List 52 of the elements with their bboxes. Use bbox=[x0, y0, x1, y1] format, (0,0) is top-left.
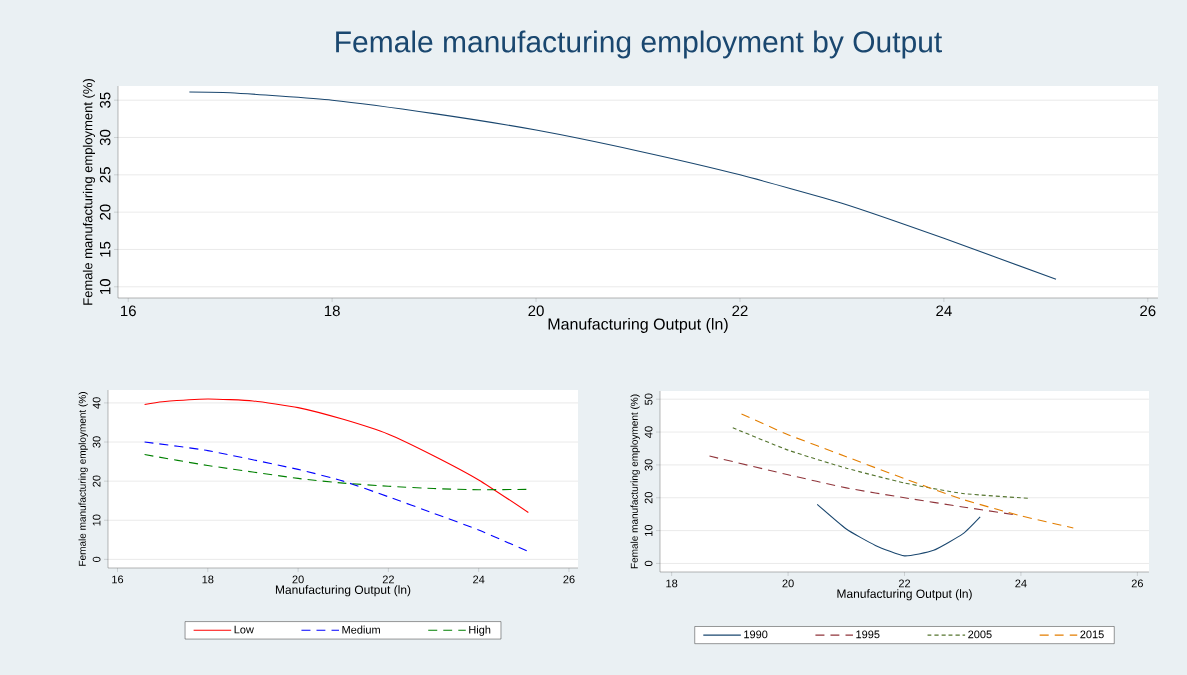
y-tick-label: 20 bbox=[644, 492, 653, 504]
line-series bbox=[740, 413, 1074, 529]
y-tick-label: 15 bbox=[100, 241, 111, 257]
x-tick-label: 26 bbox=[1140, 305, 1156, 317]
legend-label: 1990 bbox=[744, 630, 768, 639]
y-tick-label: 10 bbox=[644, 524, 653, 536]
y-tick-label: 30 bbox=[99, 129, 111, 146]
y-tick-label: 20 bbox=[99, 204, 111, 220]
y-tick-label: 30 bbox=[92, 436, 101, 448]
x-tick-label: 24 bbox=[936, 305, 952, 316]
y-tick-label: 50 bbox=[644, 393, 653, 405]
y-tick-label: 35 bbox=[99, 92, 111, 108]
x-tick-label: 16 bbox=[121, 305, 136, 317]
line-series bbox=[144, 398, 529, 513]
x-tick-label: 20 bbox=[528, 305, 544, 317]
legend-label: 1995 bbox=[856, 630, 880, 639]
y-tick-label: 0 bbox=[644, 560, 653, 567]
x-tick-label: 20 bbox=[782, 579, 794, 588]
x-tick-label: 18 bbox=[202, 575, 214, 584]
x-axis-title: Manufacturing Output (ln) bbox=[275, 585, 411, 597]
legend-label: High bbox=[469, 625, 491, 636]
y-tick-label: 40 bbox=[92, 397, 101, 409]
x-tick-label: 22 bbox=[382, 575, 394, 584]
y-tick-label: 20 bbox=[92, 475, 101, 487]
x-tick-label: 20 bbox=[292, 575, 304, 584]
legend-label: 2015 bbox=[1080, 630, 1104, 639]
x-tick-label: 22 bbox=[898, 579, 911, 588]
x-tick-label: 26 bbox=[1131, 579, 1143, 588]
legend-label: Medium bbox=[342, 625, 380, 634]
x-axis-title: Manufacturing Output (ln) bbox=[837, 589, 972, 601]
x-tick-label: 22 bbox=[732, 305, 748, 316]
legend-label: Low bbox=[234, 625, 254, 634]
line-series bbox=[188, 91, 1057, 280]
y-tick-label: 10 bbox=[99, 279, 111, 294]
x-tick-label: 24 bbox=[1015, 579, 1027, 588]
x-tick-label: 24 bbox=[473, 575, 485, 584]
x-tick-label: 16 bbox=[112, 575, 124, 584]
y-axis-title: Female manufacturing employment (%) bbox=[78, 392, 88, 566]
y-axis-title: Female manufacturing employment (%) bbox=[630, 394, 640, 569]
legend-label: 2005 bbox=[968, 630, 992, 639]
line-series bbox=[816, 503, 981, 557]
y-tick-label: 10 bbox=[92, 514, 101, 526]
x-tick-label: 18 bbox=[324, 305, 340, 317]
y-tick-label: 0 bbox=[92, 556, 101, 563]
x-axis-title: Manufacturing Output (ln) bbox=[548, 318, 728, 333]
y-axis-title: Female manufacturing employment (%) bbox=[82, 79, 95, 305]
x-tick-label: 26 bbox=[563, 575, 575, 584]
y-tick-label: 40 bbox=[644, 426, 653, 438]
x-tick-label: 18 bbox=[666, 579, 678, 588]
y-tick-label: 25 bbox=[99, 167, 111, 183]
chart-title: Female manufacturing employment by Output bbox=[336, 30, 942, 59]
y-tick-label: 30 bbox=[644, 459, 653, 471]
